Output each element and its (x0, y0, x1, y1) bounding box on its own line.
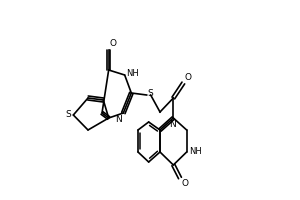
Text: O: O (181, 179, 188, 188)
Text: N: N (116, 115, 122, 124)
Text: O: O (184, 73, 191, 82)
Text: N: N (169, 120, 176, 129)
Text: S: S (66, 110, 71, 119)
Text: S: S (148, 90, 153, 98)
Text: O: O (110, 39, 117, 48)
Text: NH: NH (126, 70, 138, 78)
Text: NH: NH (189, 146, 201, 156)
